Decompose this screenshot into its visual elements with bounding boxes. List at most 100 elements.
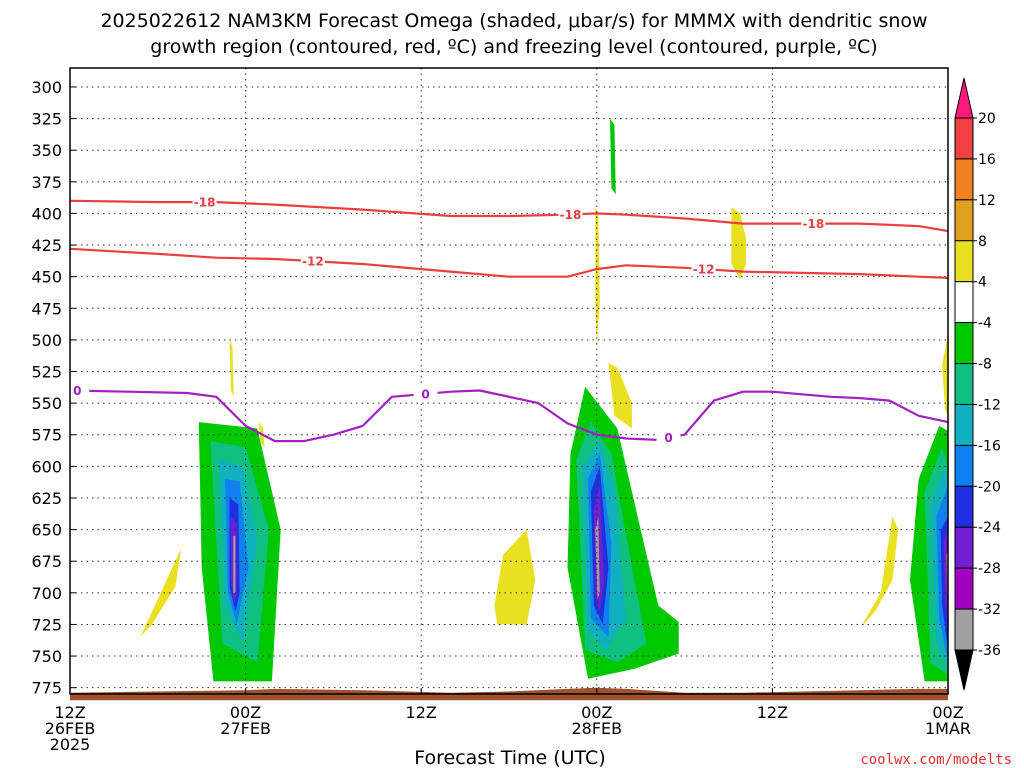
y-tick-label: 375 xyxy=(31,173,62,192)
shaded-region-23 xyxy=(229,339,234,397)
colorbar-segment xyxy=(954,526,974,569)
y-tick-label: 750 xyxy=(31,647,62,666)
colorbar-segment xyxy=(954,117,974,160)
colorbar-segment xyxy=(954,199,974,242)
shaded-regions xyxy=(70,118,948,701)
colorbar-segment xyxy=(954,403,974,446)
contour-label-bg xyxy=(65,383,90,398)
shaded-region-30 xyxy=(942,333,948,416)
shaded-region-31 xyxy=(610,118,616,195)
colorbar-label: -16 xyxy=(978,438,1001,454)
x-tick-label: 28FEB xyxy=(571,719,622,738)
colorbar-label: -24 xyxy=(978,520,1001,536)
contour-label: 0 xyxy=(421,387,429,401)
y-tick-label: 325 xyxy=(31,110,62,129)
contour-line xyxy=(69,247,949,279)
y-tick-label: 700 xyxy=(31,584,62,603)
y-tick-label: 625 xyxy=(31,489,62,508)
x-tick-label: 26FEB xyxy=(45,719,96,738)
colorbar-label: -28 xyxy=(978,561,1001,577)
grid-lines xyxy=(70,68,948,694)
contour-label: -12 xyxy=(693,263,715,277)
y-tick-label: 400 xyxy=(31,204,62,223)
chart-subtitle: growth region (contoured, red, ºC) and f… xyxy=(150,36,877,58)
colorbar-segment xyxy=(954,363,974,405)
x-tick-label: 12Z xyxy=(757,703,788,722)
contour-lines: -18 -18 -18 -12 -12 0 0 0 xyxy=(65,195,949,445)
y-tick-label: 425 xyxy=(31,236,62,255)
shaded-region-6 xyxy=(233,535,236,593)
x-tick-label: 27FEB xyxy=(220,719,271,738)
contour-label-bg xyxy=(300,254,325,269)
colorbar-label: -20 xyxy=(978,479,1001,495)
x-tick-label: 2025 xyxy=(50,735,91,754)
shaded-region-29 xyxy=(860,516,899,629)
y-tick-label: 600 xyxy=(31,457,62,476)
colorbar-segment xyxy=(954,281,974,324)
x-tick-label: 00Z xyxy=(932,703,963,722)
y-tick-label: 675 xyxy=(31,552,62,571)
colorbar-label: 12 xyxy=(978,193,996,209)
contour-label: -18 xyxy=(560,208,582,222)
colorbar-segment xyxy=(954,444,974,487)
y-tick-label: 575 xyxy=(31,426,62,445)
contour-label-bg xyxy=(558,207,583,222)
y-tick-label: 500 xyxy=(31,331,62,350)
y-tick-label: 475 xyxy=(31,299,62,318)
y-tick-label: 650 xyxy=(31,521,62,540)
contour-label: 0 xyxy=(73,384,81,398)
colorbar-segment xyxy=(954,322,974,365)
colorbar-label: -4 xyxy=(978,316,992,332)
colorbar-label: 20 xyxy=(978,111,996,127)
contour-label-bg xyxy=(801,216,826,231)
colorbar-segment xyxy=(954,567,974,610)
contour-label-bg xyxy=(691,262,716,277)
shaded-region-22 xyxy=(137,548,182,644)
contour-line xyxy=(69,389,949,443)
x-tick-label: 12Z xyxy=(406,703,437,722)
shaded-region-25 xyxy=(494,529,536,625)
x-axis-label: Forecast Time (UTC) xyxy=(414,747,605,768)
contour-label-bg xyxy=(192,195,217,210)
colorbar-label: 16 xyxy=(978,152,996,168)
colorbar-segment xyxy=(954,485,974,528)
contour-label: -12 xyxy=(302,255,324,269)
colorbar-label: -8 xyxy=(978,357,992,373)
y-axis: 300 325 350 375 400 425 450 475 500 525 550 575 600 6… xyxy=(31,78,76,698)
x-tick-label: 1MAR xyxy=(925,719,971,738)
colorbar-label: -12 xyxy=(978,397,1001,413)
y-tick-label: 725 xyxy=(31,615,62,634)
colorbar-label: 4 xyxy=(978,275,987,291)
y-tick-label: 450 xyxy=(31,268,62,287)
y-tick-label: 525 xyxy=(31,363,62,382)
x-tick-label: 00Z xyxy=(581,703,612,722)
shaded-region-13 xyxy=(595,516,600,600)
colorbar-label: -32 xyxy=(978,602,1001,618)
colorbar-top-arrow xyxy=(954,77,974,119)
x-tick-label: 00Z xyxy=(230,703,261,722)
y-tick-label: 775 xyxy=(31,679,62,698)
plot-frame xyxy=(69,67,949,695)
contour-label: 0 xyxy=(664,431,672,445)
shaded-region-27 xyxy=(608,362,632,429)
x-tick-label: 12Z xyxy=(54,703,85,722)
colorbar-bottom-arrow xyxy=(954,649,974,691)
colorbar-segment xyxy=(954,158,974,201)
contour-label-bg xyxy=(413,386,438,401)
credit-text: coolwx.com/modelts xyxy=(860,752,1012,768)
contour-label: -18 xyxy=(803,217,825,231)
colorbar-segment xyxy=(954,240,974,283)
shaded-region-28 xyxy=(731,207,747,280)
chart-title: 2025022612 NAM3KM Forecast Omega (shaded… xyxy=(100,10,927,32)
contour-label: -18 xyxy=(194,196,216,210)
y-tick-label: 550 xyxy=(31,394,62,413)
colorbar-label: -36 xyxy=(978,643,1001,659)
colorbar: 20 16 12 8 4 -4 -8 -12 -16 -20 -24 -28 -32 -36 xyxy=(954,77,1001,691)
y-tick-label: 300 xyxy=(31,78,62,97)
colorbar-label: 8 xyxy=(978,234,987,250)
contour-label-bg xyxy=(656,430,681,445)
colorbar-segment xyxy=(954,608,974,651)
y-tick-label: 350 xyxy=(31,141,62,160)
